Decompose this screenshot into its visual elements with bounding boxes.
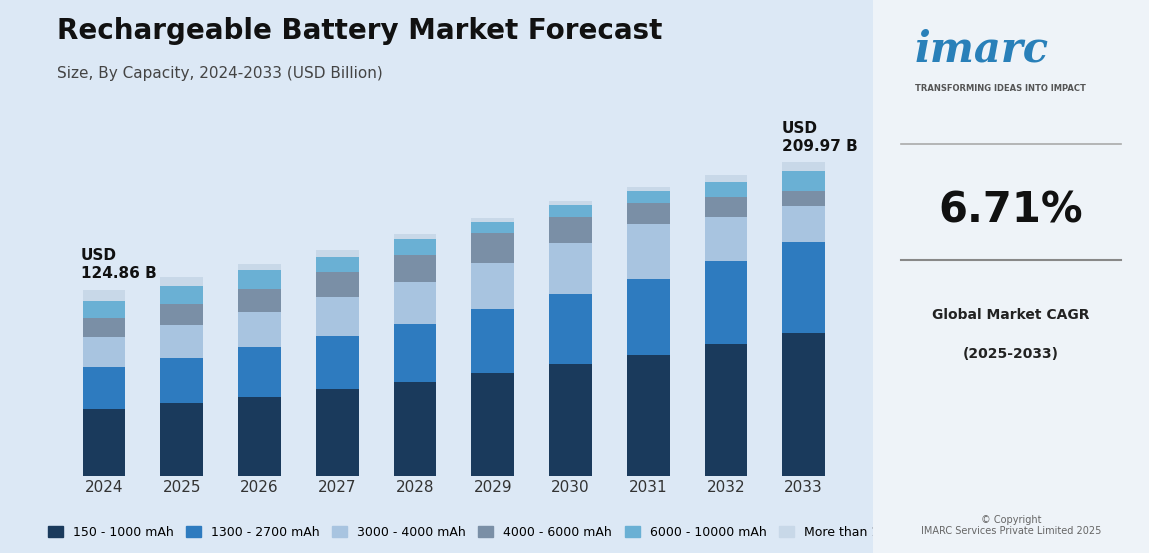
Bar <box>782 333 825 476</box>
Bar <box>471 263 514 309</box>
Bar <box>782 171 825 191</box>
Bar <box>238 312 280 347</box>
Bar <box>549 217 592 243</box>
Bar <box>238 270 280 289</box>
Bar <box>394 382 437 476</box>
Bar <box>394 239 437 255</box>
Bar <box>161 286 203 304</box>
Bar <box>704 345 747 476</box>
Bar <box>471 218 514 222</box>
Bar <box>704 261 747 345</box>
Bar <box>238 289 280 312</box>
Bar <box>704 175 747 181</box>
Bar <box>316 272 358 297</box>
Bar <box>161 304 203 325</box>
Bar <box>782 206 825 242</box>
Text: Global Market CAGR: Global Market CAGR <box>932 308 1090 322</box>
Legend: 150 - 1000 mAh, 1300 - 2700 mAh, 3000 - 4000 mAh, 4000 - 6000 mAh, 6000 - 10000 : 150 - 1000 mAh, 1300 - 2700 mAh, 3000 - … <box>48 526 943 539</box>
Bar <box>704 217 747 261</box>
Text: imarc: imarc <box>915 29 1049 71</box>
Bar <box>782 242 825 333</box>
Bar <box>549 201 592 205</box>
Text: (2025-2033): (2025-2033) <box>963 347 1059 361</box>
Text: © Copyright
IMARC Services Private Limited 2025: © Copyright IMARC Services Private Limit… <box>921 514 1101 536</box>
Bar <box>471 233 514 263</box>
Bar <box>394 255 437 282</box>
Text: USD
124.86 B: USD 124.86 B <box>80 248 156 280</box>
Bar <box>549 294 592 364</box>
Bar <box>627 203 670 224</box>
Bar <box>782 163 825 171</box>
Bar <box>161 403 203 476</box>
Bar <box>471 373 514 476</box>
Bar <box>627 191 670 203</box>
Bar <box>83 318 125 337</box>
Text: Size, By Capacity, 2024-2033 (USD Billion): Size, By Capacity, 2024-2033 (USD Billio… <box>57 66 384 81</box>
Bar <box>238 397 280 476</box>
Bar <box>627 279 670 355</box>
Text: TRANSFORMING IDEAS INTO IMPACT: TRANSFORMING IDEAS INTO IMPACT <box>915 84 1086 93</box>
Bar <box>161 277 203 286</box>
Bar <box>627 186 670 191</box>
Bar <box>161 358 203 403</box>
Text: Rechargeable Battery Market Forecast: Rechargeable Battery Market Forecast <box>57 17 663 45</box>
Bar <box>471 309 514 373</box>
Bar <box>471 222 514 233</box>
Bar <box>627 355 670 476</box>
Bar <box>83 301 125 318</box>
Bar <box>549 243 592 294</box>
Bar <box>316 297 358 336</box>
Bar <box>782 191 825 206</box>
Bar <box>549 364 592 476</box>
Bar <box>549 205 592 217</box>
Bar <box>704 181 747 197</box>
Bar <box>316 257 358 272</box>
Bar <box>83 409 125 476</box>
Bar <box>238 264 280 270</box>
Bar <box>83 367 125 409</box>
Text: 6.71%: 6.71% <box>939 189 1084 231</box>
Bar <box>316 249 358 257</box>
Bar <box>316 336 358 389</box>
Bar <box>394 234 437 239</box>
Bar <box>161 325 203 358</box>
Bar <box>394 282 437 324</box>
Bar <box>83 337 125 367</box>
Bar <box>394 324 437 382</box>
Bar <box>704 197 747 217</box>
Bar <box>83 290 125 301</box>
Bar <box>627 224 670 279</box>
Text: USD
209.97 B: USD 209.97 B <box>781 122 857 154</box>
Bar <box>238 347 280 397</box>
Bar <box>316 389 358 476</box>
